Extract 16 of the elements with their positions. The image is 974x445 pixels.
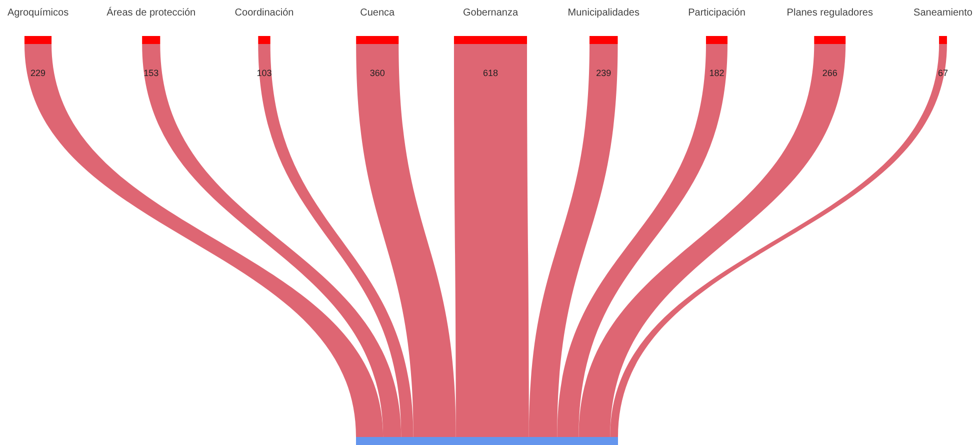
data-label: 239 xyxy=(596,68,612,78)
data-label: 153 xyxy=(144,68,159,78)
category-label: Participación xyxy=(688,8,746,18)
category-label: Coordinación xyxy=(234,8,294,18)
category-label: Áreas de protección xyxy=(106,6,196,18)
category-label: Municipalidades xyxy=(568,8,640,18)
category-label: Saneamiento xyxy=(914,8,973,18)
data-label: 229 xyxy=(30,68,46,78)
data-label: 182 xyxy=(709,68,724,78)
data-label: 618 xyxy=(482,68,498,78)
category-label: Planes reguladores xyxy=(786,8,873,18)
data-label: 266 xyxy=(822,68,838,78)
data-label: 360 xyxy=(370,68,385,78)
category-label: Agroquímicos xyxy=(7,8,69,18)
category-label: Gobernanza xyxy=(462,8,518,18)
category-label: Cuenca xyxy=(360,8,396,18)
